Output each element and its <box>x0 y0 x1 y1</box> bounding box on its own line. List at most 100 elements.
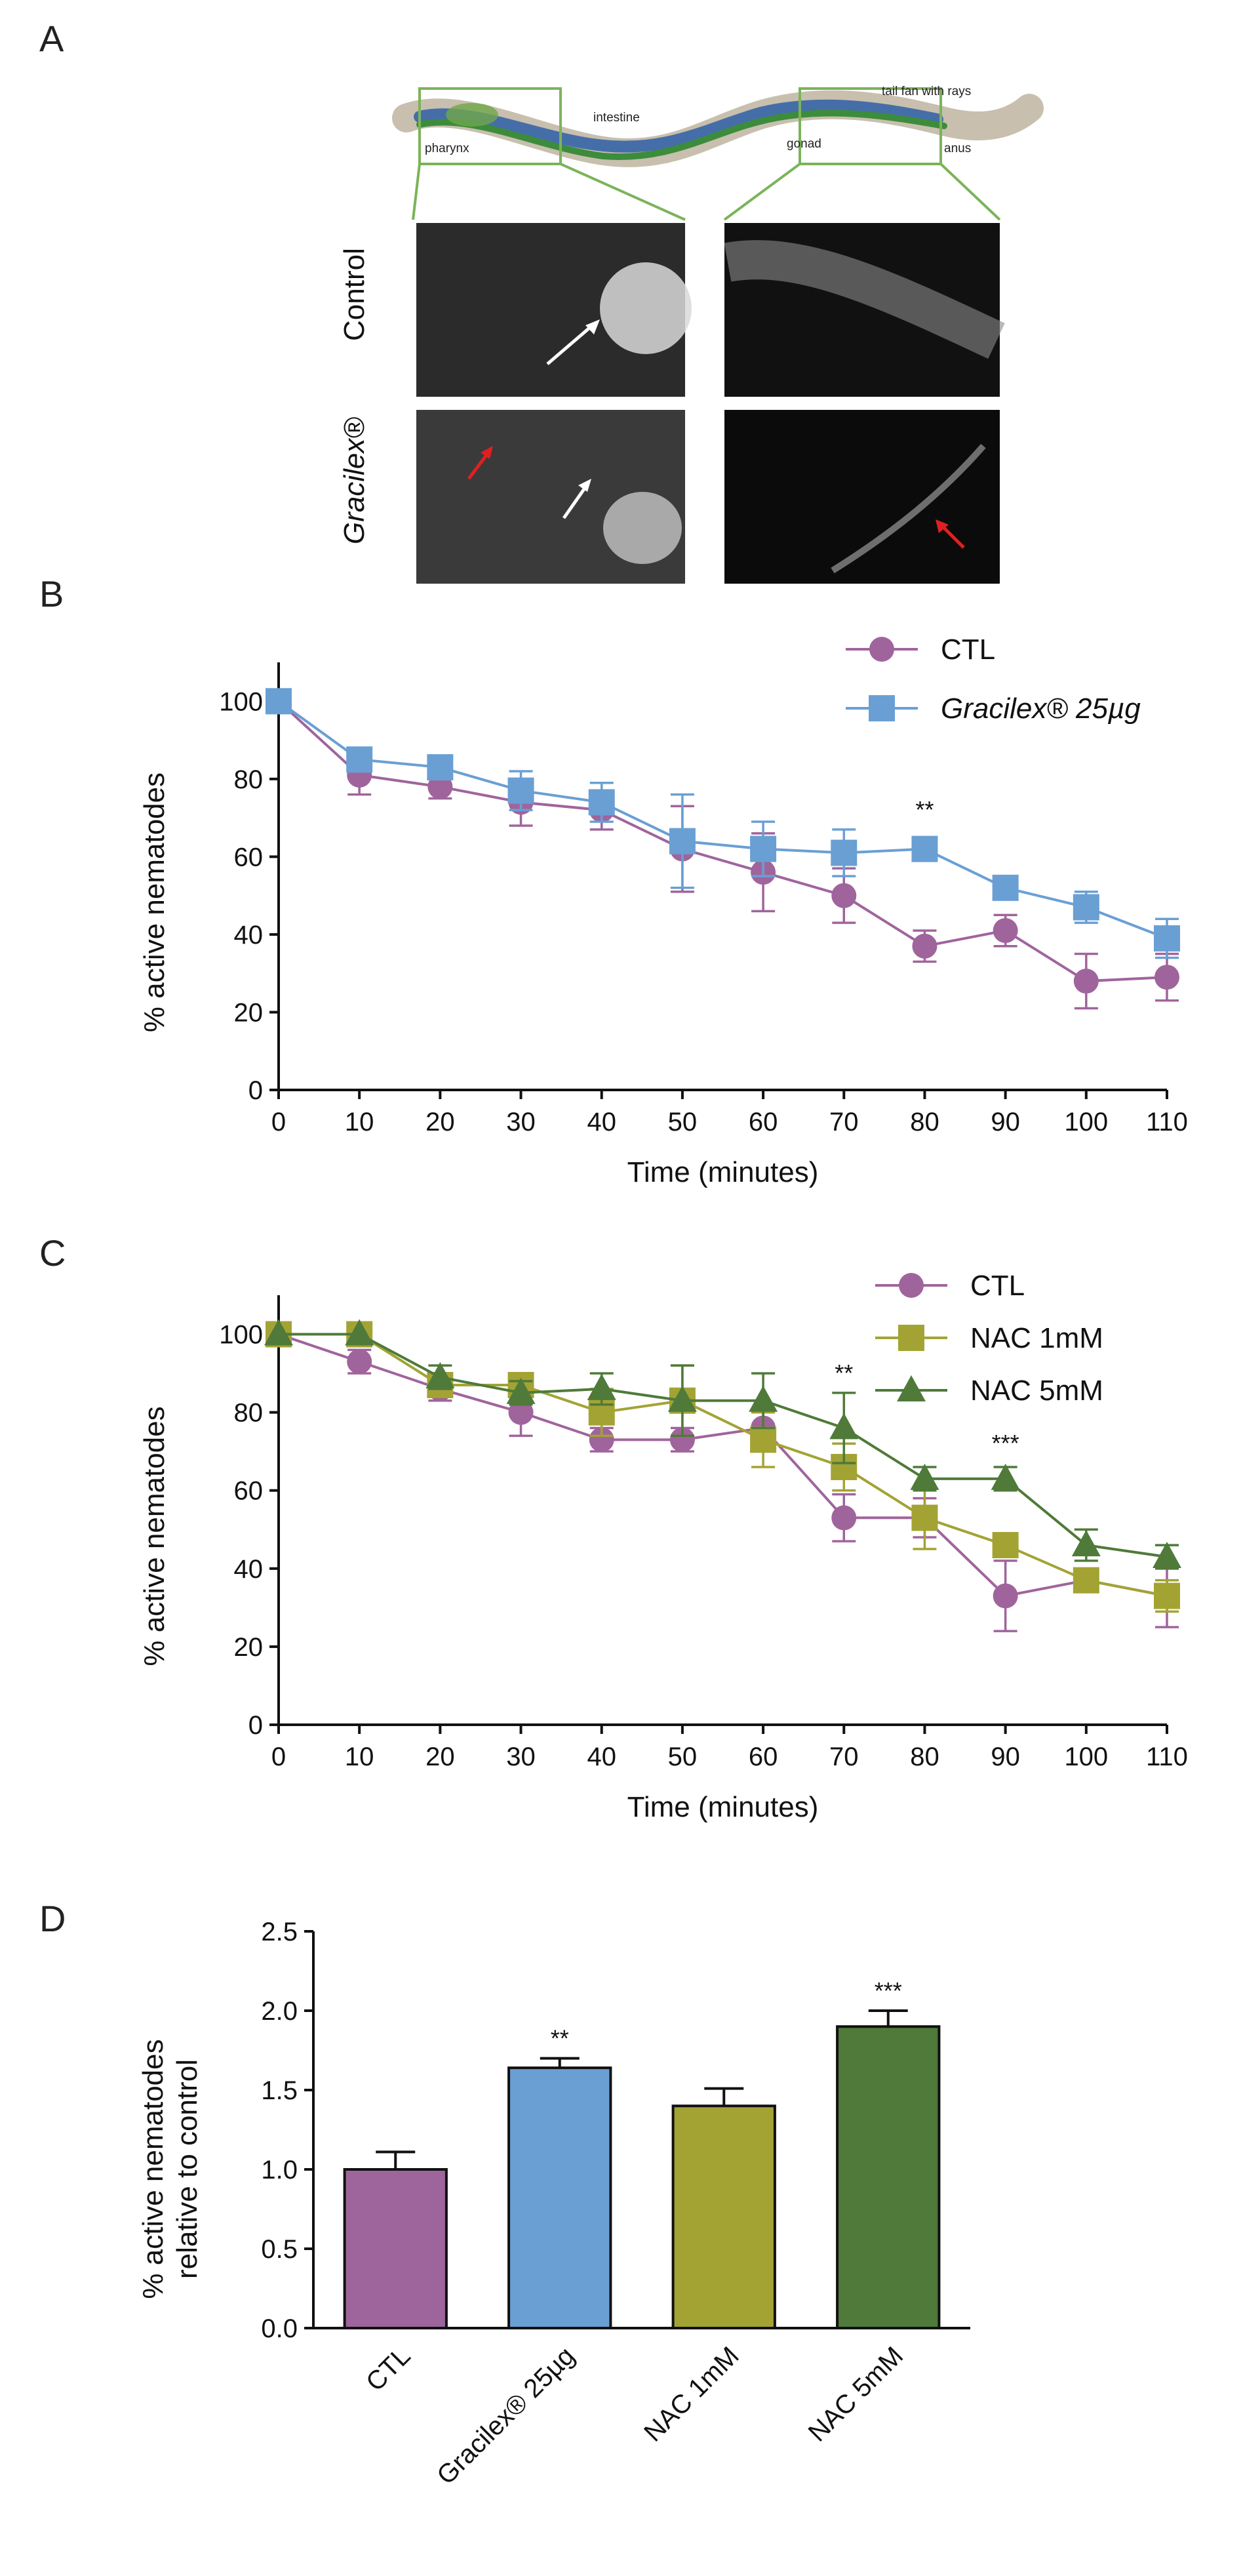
data-point <box>346 746 373 773</box>
x-tick-label: 110 <box>1146 1108 1188 1137</box>
micrograph-gracilex-right <box>724 410 1000 584</box>
micrograph-spot <box>600 262 692 354</box>
data-point <box>831 883 857 908</box>
data-point <box>831 1505 857 1531</box>
worm-intestine <box>416 110 947 160</box>
worm-gonad <box>414 99 943 153</box>
row-label-control: Control <box>338 248 370 341</box>
line-chart-c: 0 20 40 60 80 100 0 10 20 30 40 50 60 70 80 90 100 110 Tim… <box>138 1270 1188 1823</box>
x-tick-label: 0 <box>271 1108 286 1137</box>
x-tick-label: 80 <box>910 1108 939 1137</box>
series-0 <box>266 689 1179 1010</box>
x-tick-label: 10 <box>345 1108 374 1137</box>
y-tick-label: 0 <box>248 1711 263 1740</box>
significance-label: ** <box>915 796 934 823</box>
y-tick-label: 80 <box>234 765 264 794</box>
series-line <box>279 1333 1168 1598</box>
series-line <box>277 700 1168 983</box>
y-tick-label: 0.0 <box>261 2314 298 2343</box>
y-tick-label: 40 <box>234 1555 264 1584</box>
micrograph-grid: Control Gracilex® <box>338 223 1005 584</box>
data-point <box>667 1385 697 1412</box>
legend-marker <box>897 1375 926 1401</box>
bar <box>343 2168 448 2329</box>
line-chart-b: 0 20 40 60 80 100 0 10 20 30 40 50 60 70 80 90 100 110 Tim… <box>138 634 1188 1188</box>
y-tick-label: 1.5 <box>261 2076 298 2105</box>
x-tick-label: 60 <box>749 1742 778 1771</box>
x-tick-label: 30 <box>506 1742 536 1771</box>
x-tick-label: 40 <box>587 1108 616 1137</box>
data-point <box>669 1427 695 1453</box>
data-point <box>427 774 453 799</box>
data-point <box>587 1373 616 1400</box>
y-axis-title-line: % active nematodes <box>137 2039 169 2299</box>
series-1 <box>266 1321 1180 1613</box>
row-label-gracilex: Gracilex® <box>338 417 370 544</box>
legend-marker <box>869 637 894 662</box>
y-tick-label: 0.5 <box>261 2235 298 2264</box>
bar <box>507 2066 612 2330</box>
significance-label: *** <box>875 1977 902 2004</box>
data-point <box>588 789 615 816</box>
red-arrowhead <box>936 519 949 533</box>
data-point <box>992 1532 1019 1559</box>
y-tick-label: 2.5 <box>261 1918 298 1946</box>
panel-letter-b: B <box>39 573 64 614</box>
legend-label: NAC 1mM <box>970 1322 1103 1354</box>
white-arrowhead <box>585 319 600 334</box>
bar-chart-d: 0.0 0.5 1.0 1.5 2.0 2.5 CTL ** Gracilex® 25µg NAC… <box>137 1918 970 2490</box>
x-tick-label: 40 <box>587 1742 616 1771</box>
legend-marker <box>898 1325 924 1351</box>
red-arrow <box>467 451 490 480</box>
series-0 <box>266 1321 1179 1632</box>
significance-label: ** <box>551 2025 569 2052</box>
data-point <box>993 917 1018 943</box>
data-point <box>669 828 696 855</box>
legend-label: CTL <box>970 1270 1025 1302</box>
zoom-line <box>560 163 686 221</box>
white-arrow <box>562 484 589 519</box>
x-tick-label: 60 <box>749 1108 778 1137</box>
y-tick-label: 0 <box>248 1076 263 1105</box>
data-point <box>266 688 292 715</box>
zoom-box-left <box>418 87 562 165</box>
panel-letter-d: D <box>39 1898 66 1939</box>
data-point <box>1154 1582 1180 1609</box>
y-tick-label: 100 <box>219 687 263 716</box>
zoom-box-right <box>799 87 942 165</box>
data-point <box>911 835 938 862</box>
x-tick-label: 50 <box>668 1742 698 1771</box>
x-tick-label: 100 <box>1064 1108 1108 1137</box>
y-axis-title: % active nematodes <box>138 1406 170 1666</box>
data-point <box>829 1413 859 1439</box>
zoom-line <box>723 163 801 221</box>
x-category-label: Gracilex® 25µg <box>431 2341 580 2490</box>
legend-label: CTL <box>941 634 995 666</box>
label-anus: anus <box>944 142 971 155</box>
x-tick-label: 50 <box>668 1108 698 1137</box>
x-tick-label: 10 <box>345 1742 374 1771</box>
series-line <box>278 1333 1168 1598</box>
data-point <box>991 1463 1020 1490</box>
data-point <box>911 1504 938 1531</box>
legend-marker <box>869 695 895 721</box>
white-arrowhead <box>578 479 591 492</box>
x-tick-label: 100 <box>1064 1742 1108 1771</box>
series-2 <box>264 1319 1181 1570</box>
panel-letter-a: A <box>39 18 64 59</box>
y-tick-label: 60 <box>234 843 264 872</box>
data-point <box>749 1385 778 1412</box>
data-point <box>427 754 454 781</box>
bar <box>671 2104 776 2329</box>
y-tick-label: 2.0 <box>261 1997 298 2026</box>
micrograph-body-outline <box>831 443 986 574</box>
x-tick-label: 110 <box>1146 1742 1188 1771</box>
y-axis-title-line: relative to control <box>171 2059 203 2279</box>
zoom-line <box>939 163 1001 221</box>
data-point <box>993 1583 1018 1609</box>
y-tick-label: 20 <box>234 1633 264 1662</box>
data-point <box>345 1319 374 1346</box>
x-category-label: NAC 1mM <box>639 2341 745 2447</box>
data-point <box>910 1463 939 1490</box>
